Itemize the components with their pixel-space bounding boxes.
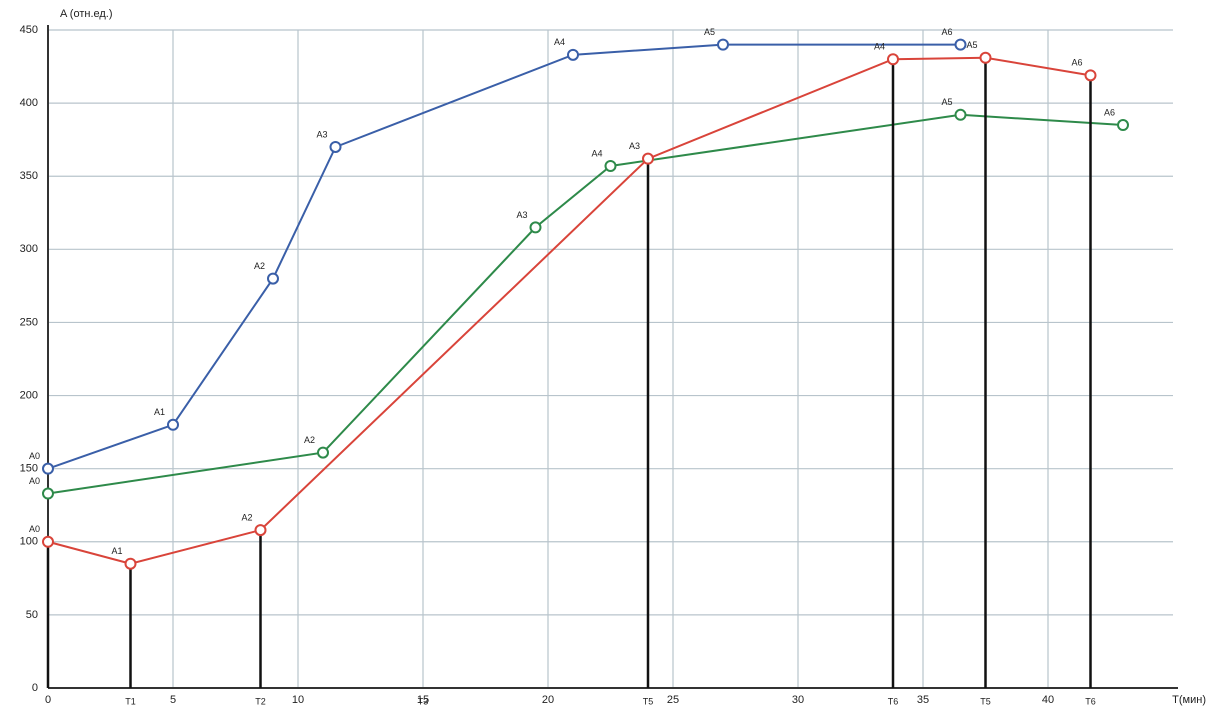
data-point	[42, 487, 54, 500]
y-tick-label: 400	[20, 97, 38, 109]
point-label: A0	[29, 451, 40, 461]
y-tick-label: 300	[20, 243, 38, 255]
x-marker-label: T1	[125, 696, 136, 706]
series-line	[47, 43, 961, 470]
point-label: A0	[29, 524, 40, 534]
x-tick-label: 30	[792, 694, 804, 706]
x-tick-label: 15	[417, 694, 429, 706]
point-label: A6	[1071, 58, 1082, 68]
x-tick-label: 35	[917, 694, 929, 706]
point-label: A4	[554, 37, 565, 47]
x-tick-label: 0	[45, 694, 51, 706]
data-point	[167, 418, 179, 431]
point-label: A2	[254, 261, 265, 271]
y-tick-label: 350	[20, 170, 38, 182]
x-marker-label: T6	[1085, 696, 1096, 706]
data-point	[254, 524, 267, 537]
y-tick-label: 250	[20, 316, 38, 328]
data-point	[954, 38, 967, 51]
y-tick-label: 100	[20, 536, 38, 548]
y-axis-label: A (отн.ед.)	[60, 8, 113, 20]
data-point	[329, 140, 342, 153]
point-label: A6	[941, 27, 952, 37]
point-label: A3	[629, 141, 640, 151]
data-point	[1084, 69, 1097, 82]
x-tick-label: 25	[667, 694, 679, 706]
data-point	[1117, 119, 1129, 132]
point-label: A2	[241, 512, 252, 522]
point-label: A3	[316, 129, 327, 139]
data-point	[954, 108, 967, 121]
y-tick-label: 200	[20, 389, 38, 401]
data-point	[42, 462, 54, 475]
point-label: A5	[941, 97, 952, 107]
x-marker-label: T6	[888, 696, 899, 706]
x-marker-label: T5	[643, 696, 654, 706]
point-label: A3	[516, 210, 527, 220]
point-label: A1	[111, 546, 122, 556]
point-label: A2	[304, 435, 315, 445]
data-point	[604, 159, 617, 172]
data-point	[642, 152, 654, 165]
series-line	[47, 113, 1124, 495]
data-point	[317, 446, 329, 459]
point-label: A1	[154, 407, 165, 417]
point-label: A6	[1104, 107, 1115, 117]
data-point	[887, 53, 899, 66]
x-tick-label: 10	[292, 694, 304, 706]
point-label: A0	[29, 476, 40, 486]
x-marker-label: T5	[980, 696, 991, 706]
series-line	[47, 56, 1091, 565]
x-marker-label: T2	[255, 696, 266, 706]
y-tick-label: 0	[32, 682, 38, 694]
y-tick-label: 50	[26, 609, 38, 621]
data-point	[979, 51, 992, 64]
data-point	[124, 557, 137, 570]
point-label: A4	[874, 42, 885, 52]
x-tick-label: 40	[1042, 694, 1054, 706]
x-marker-label: T3	[418, 696, 429, 706]
x-axis-label: T(мин)	[1172, 694, 1206, 706]
point-label: A5	[966, 40, 977, 50]
point-label: A4	[591, 148, 602, 158]
y-tick-label: 450	[20, 24, 38, 36]
data-point	[529, 221, 542, 234]
data-point	[267, 272, 279, 285]
data-point	[42, 535, 54, 548]
data-point	[567, 48, 579, 61]
y-tick-label: 150	[20, 463, 38, 475]
point-label: A5	[704, 27, 715, 37]
x-tick-label: 20	[542, 694, 554, 706]
data-point	[717, 38, 729, 51]
x-tick-label: 5	[170, 694, 176, 706]
